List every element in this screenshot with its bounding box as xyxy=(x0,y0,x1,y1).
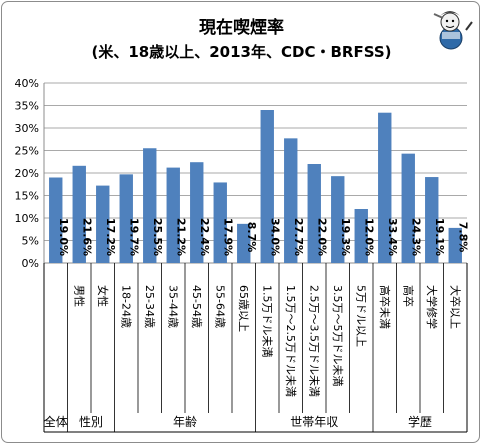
data-label: 19.3% xyxy=(339,218,352,256)
group-label: 性別 xyxy=(79,415,103,429)
category-label: 大卒以上 xyxy=(448,285,462,329)
data-label: 24.3% xyxy=(409,218,422,256)
category-label: 55-64歳 xyxy=(213,285,226,328)
category-label: 女性 xyxy=(96,285,110,307)
category-label: 高卒未満 xyxy=(378,285,392,329)
data-label: 27.7% xyxy=(292,218,305,256)
data-label: 7.8% xyxy=(456,222,469,253)
data-label: 25.5% xyxy=(151,218,164,256)
data-label: 17.9% xyxy=(221,218,234,256)
category-label: 1.5万～2.5万ドル未満 xyxy=(284,285,297,397)
bar xyxy=(425,177,439,263)
category-label: 45-54歳 xyxy=(190,285,203,328)
bar xyxy=(260,110,274,263)
data-label: 19.1% xyxy=(433,218,446,256)
data-label: 12.0% xyxy=(362,218,375,256)
group-label: 世帯年収 xyxy=(290,415,338,429)
mascot-logo xyxy=(433,11,473,50)
data-labels: 19.0% 21.6% 17.2% 19.7% 25.5% 21.2% 22.4% 17.9%… xyxy=(57,218,470,256)
category-label: 大学修学 xyxy=(425,285,439,329)
group-label: 年齢 xyxy=(173,414,197,429)
bar xyxy=(401,153,415,263)
data-label: 33.4% xyxy=(386,218,399,256)
category-label: 高卒 xyxy=(401,285,415,307)
bar xyxy=(354,209,368,263)
axes: 0% 5% 10% 15% 20% 25% 30% 35% 40% xyxy=(15,77,468,433)
data-label: 21.6% xyxy=(80,218,93,256)
category-label: 男性 xyxy=(72,285,86,307)
bar xyxy=(378,112,392,263)
bar xyxy=(331,176,345,263)
category-label: 2.5万～3.5万ドル未満 xyxy=(307,285,320,397)
category-label: 1.5万ドル未満 xyxy=(260,285,273,358)
y-tick-label: 15% xyxy=(15,190,39,203)
bar xyxy=(143,148,157,263)
bar xyxy=(284,138,298,263)
y-tick-label: 30% xyxy=(15,122,39,135)
data-label: 22.0% xyxy=(315,218,328,256)
chart-subtitle: (米、18歳以上、2013年、CDC・BRFSS) xyxy=(91,43,392,61)
bar xyxy=(237,223,251,263)
y-tick-label: 0% xyxy=(22,257,39,270)
gridlines xyxy=(44,82,467,241)
y-tick-label: 10% xyxy=(15,212,39,225)
category-label: 3.5万～5万ドル未満 xyxy=(331,285,344,387)
bar xyxy=(49,177,63,263)
bar xyxy=(72,165,86,263)
data-label: 8.7% xyxy=(245,222,258,253)
y-tick-label: 40% xyxy=(15,77,39,90)
y-tick-label: 35% xyxy=(15,100,39,113)
bar xyxy=(448,227,462,263)
category-label: 5万ドル以上 xyxy=(354,285,367,347)
group-label: 全体 xyxy=(44,414,68,429)
category-label: 35-44歳 xyxy=(166,285,179,328)
y-tick-label: 20% xyxy=(15,167,39,180)
category-label: 18-24歳 xyxy=(119,285,132,328)
category-label: 25-34歳 xyxy=(143,285,156,328)
y-tick-label: 5% xyxy=(22,235,39,248)
bar xyxy=(213,182,227,263)
bars xyxy=(49,110,462,263)
chart-title: 現在喫煙率 xyxy=(199,18,284,38)
bar xyxy=(119,174,133,263)
bar xyxy=(166,167,180,263)
bar xyxy=(307,164,321,263)
bar xyxy=(96,185,110,263)
category-label: 65歳以上 xyxy=(237,285,250,332)
data-label: 17.2% xyxy=(104,218,117,256)
group-label: 学歴 xyxy=(408,414,432,429)
y-tick-label: 25% xyxy=(15,145,39,158)
data-label: 19.7% xyxy=(127,218,140,256)
data-label: 19.0% xyxy=(57,218,70,256)
data-label: 21.2% xyxy=(174,218,187,256)
bar xyxy=(190,162,204,263)
data-label: 22.4% xyxy=(198,218,211,256)
data-label: 34.0% xyxy=(268,218,281,256)
